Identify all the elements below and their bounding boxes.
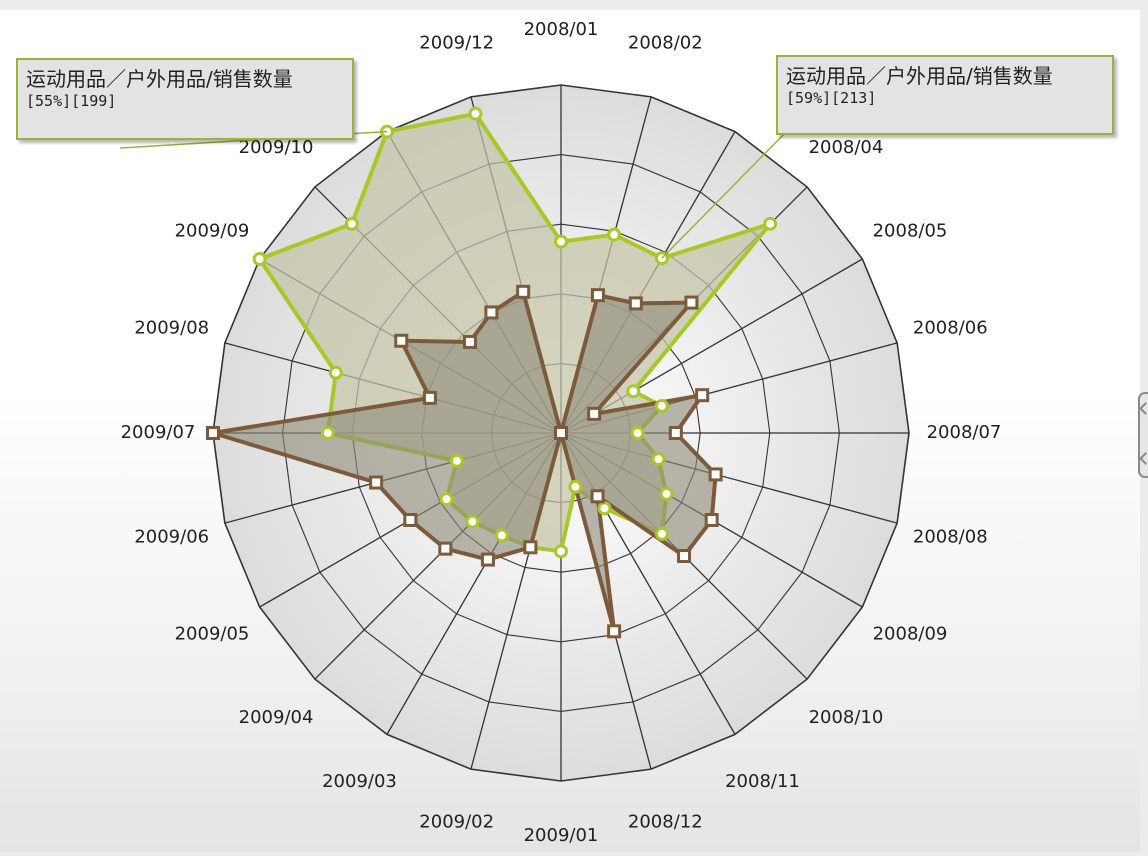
data-point-brown[interactable] — [480, 552, 495, 567]
axis-label: 2009/07 — [121, 422, 196, 443]
data-point-green[interactable] — [465, 514, 480, 529]
data-point-green[interactable] — [651, 452, 666, 467]
data-point-green[interactable] — [252, 252, 267, 266]
data-point-brown[interactable] — [695, 388, 710, 403]
axis-label: 2008/05 — [873, 221, 948, 242]
data-point-brown[interactable] — [668, 426, 683, 440]
data-point-brown[interactable] — [708, 467, 723, 482]
data-point-brown[interactable] — [438, 541, 453, 556]
data-point-green[interactable] — [468, 106, 483, 121]
axis-label: 2008/09 — [873, 624, 948, 645]
data-point-brown[interactable] — [704, 513, 719, 527]
data-point-green[interactable] — [630, 426, 645, 440]
axis-label: 2009/04 — [239, 707, 314, 728]
data-point-brown[interactable] — [554, 426, 568, 440]
axis-label: 2008/02 — [628, 33, 703, 54]
data-point-green[interactable] — [568, 479, 583, 494]
data-point-brown[interactable] — [523, 540, 538, 555]
axis-label: 2009/05 — [175, 624, 250, 645]
axis-label: 2008/07 — [927, 422, 1002, 443]
tooltip-2008-03: 运动用品／户外用品/销售数量 [59%][213] — [776, 55, 1114, 135]
axis-label: 2008/08 — [913, 526, 988, 547]
data-point-green[interactable] — [607, 227, 622, 242]
data-point-green[interactable] — [449, 453, 464, 468]
data-point-brown[interactable] — [628, 296, 643, 311]
data-point-green[interactable] — [597, 501, 612, 516]
tooltip-title: 运动用品／户外用品/销售数量 — [26, 67, 293, 91]
axis-label: 2009/08 — [134, 318, 209, 339]
axis-label: 2009/12 — [419, 33, 494, 54]
data-point-brown[interactable] — [462, 334, 477, 349]
axis-label: 2008/10 — [809, 707, 884, 728]
data-point-green[interactable] — [659, 486, 674, 501]
side-panel-handle[interactable] — [1138, 392, 1148, 478]
data-point-brown[interactable] — [590, 489, 605, 504]
data-point-green[interactable] — [320, 426, 335, 440]
data-point-green[interactable] — [654, 526, 669, 541]
data-point-green[interactable] — [626, 384, 641, 399]
data-point-green[interactable] — [654, 398, 669, 413]
data-point-brown[interactable] — [587, 406, 602, 421]
axis-label: 2009/03 — [322, 771, 397, 792]
chart-area: 2008/01 2008/02 2008/04 2008/05 2008/06 2008/… — [0, 10, 1140, 852]
data-point-green[interactable] — [328, 365, 343, 380]
data-point-brown[interactable] — [684, 295, 699, 310]
tooltip-2009-11: 运动用品／户外用品/销售数量 [55%][199] — [16, 58, 354, 140]
axis-label: 2009/09 — [175, 221, 250, 242]
axis-label: 2008/04 — [809, 137, 884, 158]
axis-label: 2008/06 — [913, 318, 988, 339]
data-point-brown[interactable] — [206, 426, 220, 440]
data-point-green[interactable] — [763, 216, 778, 231]
data-point-brown[interactable] — [607, 624, 622, 639]
tooltip-value: [55%][199] — [26, 92, 117, 110]
data-point-brown[interactable] — [590, 288, 605, 303]
tooltip-title: 运动用品／户外用品/销售数量 — [786, 64, 1053, 88]
data-point-brown[interactable] — [403, 513, 418, 527]
data-point-green[interactable] — [344, 216, 359, 231]
data-point-green[interactable] — [554, 234, 568, 249]
data-point-brown[interactable] — [422, 390, 437, 405]
data-point-brown[interactable] — [484, 305, 499, 320]
radar-chart: 2008/01 2008/02 2008/04 2008/05 2008/06 2008/… — [119, 19, 1002, 846]
data-point-brown[interactable] — [369, 475, 384, 490]
data-point-brown[interactable] — [677, 549, 692, 564]
axis-label: 2009/10 — [239, 137, 314, 158]
tooltip-connector — [661, 127, 791, 259]
axis-label: 2009/02 — [419, 811, 494, 832]
axis-label: 2009/01 — [524, 825, 599, 846]
data-point-brown[interactable] — [394, 333, 409, 348]
data-point-green[interactable] — [554, 544, 568, 559]
data-point-green[interactable] — [439, 492, 454, 507]
axis-label: 2009/06 — [134, 526, 209, 547]
axis-label: 2008/12 — [628, 811, 703, 832]
data-point-green[interactable] — [494, 528, 509, 543]
axis-label: 2008/11 — [725, 771, 800, 792]
data-point-brown[interactable] — [516, 284, 531, 299]
tooltip-value: [59%][213] — [786, 89, 877, 107]
axis-label: 2008/01 — [524, 19, 599, 40]
